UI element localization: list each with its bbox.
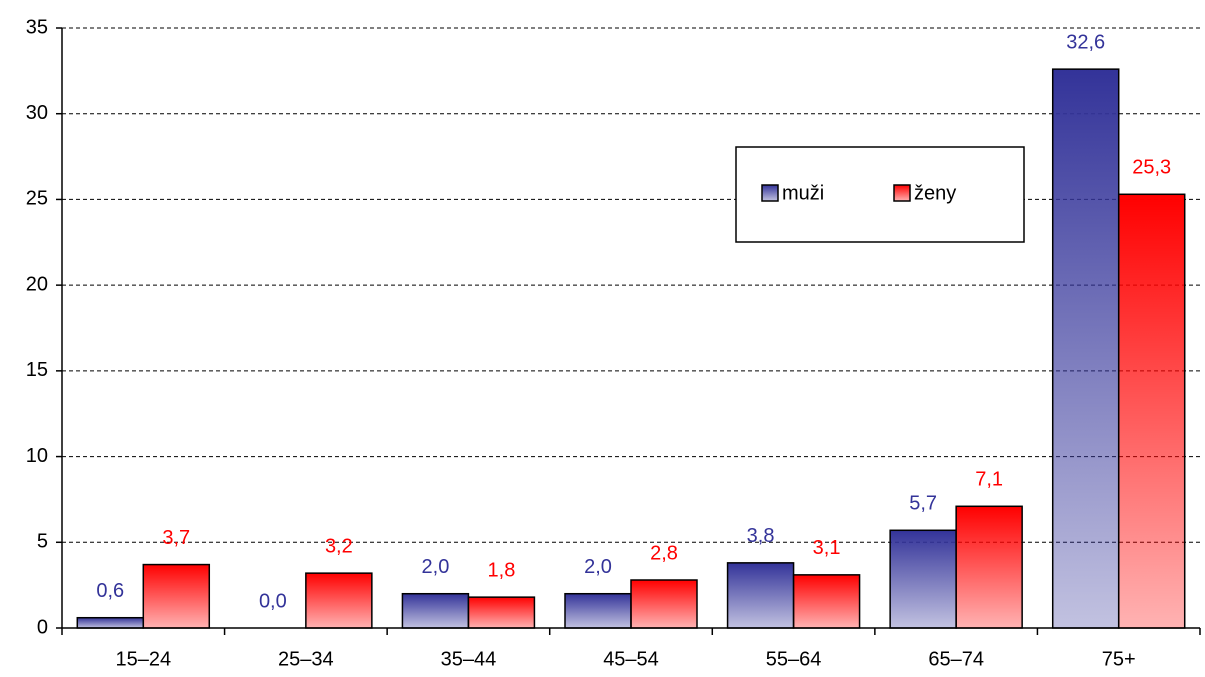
legend-label: ženy <box>914 182 956 204</box>
x-tick-label: 55–64 <box>766 648 822 670</box>
value-label: 3,2 <box>325 535 353 557</box>
bar <box>564 592 632 629</box>
y-tick-label: 15 <box>26 359 48 381</box>
bar <box>792 574 861 629</box>
x-tick-label: 45–54 <box>603 648 659 670</box>
x-tick-label: 75+ <box>1102 648 1136 670</box>
bar <box>76 616 145 629</box>
bar <box>467 596 536 629</box>
x-tick-label: 65–74 <box>928 648 984 670</box>
y-tick-label: 30 <box>26 102 48 124</box>
legend-swatch <box>893 184 911 202</box>
y-tick-label: 0 <box>37 616 48 638</box>
value-label: 2,0 <box>584 556 612 578</box>
y-tick-label: 20 <box>26 273 48 295</box>
value-label: 3,7 <box>162 527 190 549</box>
value-label: 3,1 <box>813 537 841 559</box>
x-tick-label: 15–24 <box>115 648 171 670</box>
value-label: 2,8 <box>650 542 678 564</box>
value-label: 0,6 <box>96 580 124 602</box>
bar <box>630 579 698 629</box>
x-tick-label: 35–44 <box>441 648 497 670</box>
value-label: 32,6 <box>1066 31 1105 53</box>
x-tick-label: 25–34 <box>278 648 334 670</box>
y-tick-label: 25 <box>26 188 48 210</box>
legend-label: muži <box>782 182 824 204</box>
bar <box>305 572 373 629</box>
value-label: 25,3 <box>1132 157 1171 179</box>
bar <box>955 505 1023 629</box>
value-label: 7,1 <box>975 469 1003 491</box>
legend-box <box>735 146 1025 243</box>
bar <box>142 563 211 629</box>
bar <box>1051 68 1120 629</box>
bar <box>889 529 957 629</box>
legend-swatch <box>761 184 779 202</box>
value-label: 1,8 <box>488 559 516 581</box>
value-label: 5,7 <box>909 493 937 515</box>
y-tick-label: 35 <box>26 16 48 38</box>
value-label: 0,0 <box>259 590 287 612</box>
y-tick-label: 10 <box>26 445 48 467</box>
value-label: 2,0 <box>422 556 450 578</box>
y-tick-label: 5 <box>37 531 48 553</box>
bar <box>726 562 795 629</box>
bar <box>401 592 470 629</box>
value-label: 3,8 <box>747 525 775 547</box>
bar <box>1117 193 1186 629</box>
